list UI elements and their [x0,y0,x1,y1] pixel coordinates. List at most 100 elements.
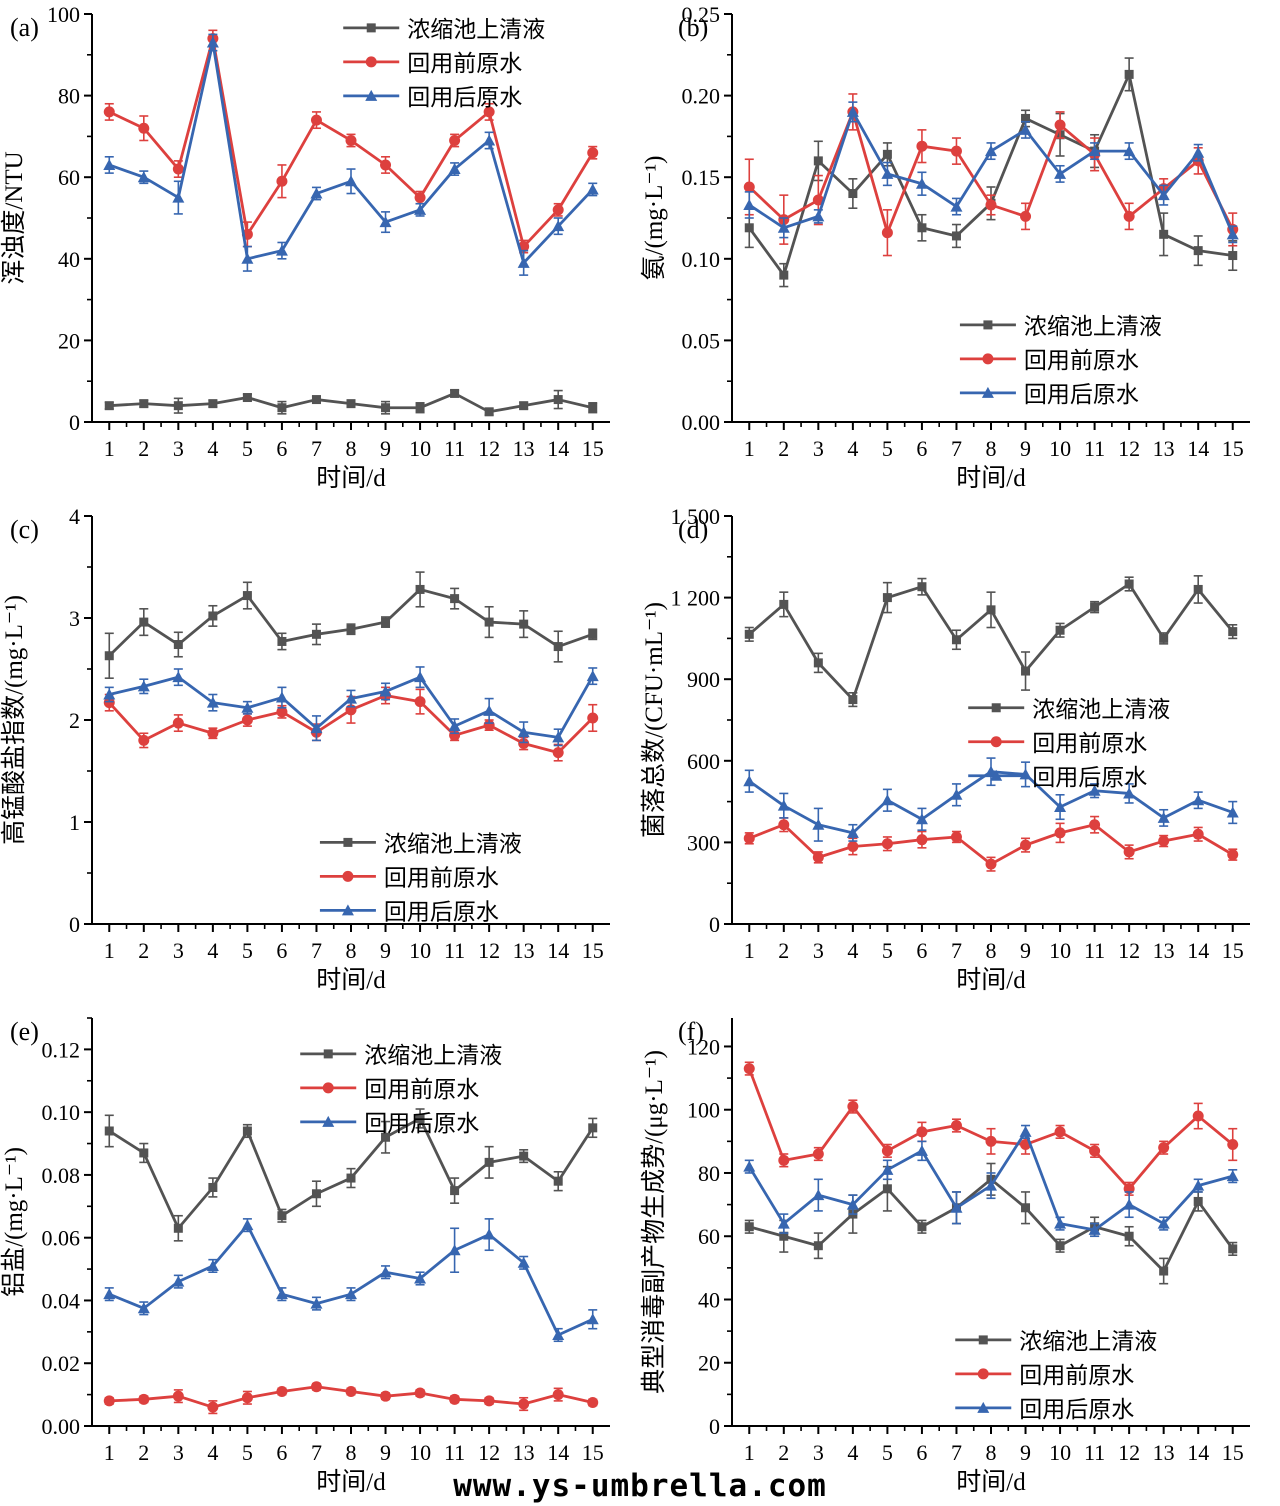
x-tick-label: 9 [380,938,391,963]
legend-label: 回用前原水 [1024,348,1139,373]
legend-label: 回用后原水 [1019,1397,1134,1422]
y-tick-label: 40 [58,247,80,272]
triangle-marker [379,216,392,228]
circle-marker [1158,835,1170,847]
square-marker [1193,246,1203,256]
series-before-reuse [743,1061,1239,1196]
x-tick-label: 7 [951,1440,962,1465]
triangle-marker [483,704,496,716]
x-tick-label: 11 [1084,436,1105,461]
x-tick-label: 10 [1049,1440,1071,1465]
triangle-marker [1088,145,1101,157]
square-marker [415,1113,425,1123]
x-tick-label: 14 [547,436,569,461]
y-tick-label: 3 [69,606,80,631]
circle-marker [172,163,184,175]
x-tick-label: 12 [1118,1440,1140,1465]
panel-label: (f) [678,1017,704,1046]
series-after-reuse [743,101,1239,244]
axes [91,1018,610,1427]
circle-marker [483,106,495,118]
square-marker [882,1184,892,1194]
circle-marker [1089,819,1101,831]
square-marker [242,1126,252,1136]
square-marker [1055,1241,1065,1251]
triangle-marker [103,1288,116,1300]
circle-marker [345,1385,357,1397]
square-marker [277,636,287,646]
triangle-marker [586,183,599,195]
triangle-marker [414,203,427,215]
x-tick-label: 12 [1118,436,1140,461]
triangle-marker [414,671,427,683]
triangle-marker [1192,1179,1205,1191]
circle-marker [1054,119,1066,131]
square-marker [104,651,114,661]
triangle-marker [1019,123,1032,135]
x-tick-label: 10 [409,938,431,963]
triangle-marker [206,696,219,708]
triangle-marker [552,1328,565,1340]
square-marker [519,619,529,629]
chart-e-aluminum: 0.000.020.040.060.080.100.121 2 3 4 5 6 7 8 9 10 1… [0,1004,640,1506]
watermark: www.ys-umbrella.com [453,1468,827,1504]
panel-label: (c) [10,515,39,544]
x-tick-label: 6 [276,1440,287,1465]
x-tick-label: 11 [444,938,465,963]
x-tick-label: 2 [138,938,149,963]
x-tick-label: 10 [409,1440,431,1465]
x-tick-label: 2 [778,1440,789,1465]
circle-marker [743,181,755,193]
y-tick-label: 80 [698,1161,720,1186]
y-axis-title: 高锰酸盐指数/(mg·L⁻¹) [0,595,28,845]
series-after-reuse [743,1124,1239,1238]
square-marker [553,395,563,405]
x-tick-label: 3 [173,1440,184,1465]
circle-marker [778,819,790,831]
x-tick-label: 4 [847,436,858,461]
triangle-marker [915,813,928,825]
legend-label: 浓缩池上清液 [1032,697,1170,722]
y-tick-label: 80 [58,84,80,109]
triangle-marker [977,1401,990,1413]
square-marker [415,584,425,594]
panel-label: (a) [10,13,39,42]
circle-marker [985,1135,997,1147]
square-marker [173,640,183,650]
y-tick-label: 0.06 [42,1226,81,1251]
circle-marker [552,1389,564,1401]
circle-marker [138,1393,150,1405]
triangle-marker [990,769,1003,781]
square-marker [813,156,823,166]
circle-marker [1192,1110,1204,1122]
x-tick-label: 12 [478,1440,500,1465]
series-after-reuse [103,1218,599,1343]
triangle-marker [881,167,894,179]
y-tick-label: 60 [698,1224,720,1249]
circle-marker [138,734,150,746]
x-axis-title: 时间/d [316,966,386,994]
circle-marker [276,706,288,718]
x-tick-label: 15 [1222,436,1244,461]
circle-marker [345,134,357,146]
triangle-marker [137,1302,150,1314]
y-tick-label: 20 [58,328,80,353]
square-marker [1228,1244,1238,1254]
triangle-marker [1123,1198,1136,1210]
circle-marker [1054,827,1066,839]
circle-marker [743,832,755,844]
y-tick-label: 0.10 [42,1100,81,1125]
x-tick-label: 8 [346,1440,357,1465]
triangle-marker [985,145,997,157]
y-tick-label: 0.15 [682,165,721,190]
y-tick-label: 0.12 [42,1037,81,1062]
series-supernatant [104,388,598,417]
square-marker [588,1123,598,1133]
chart-b-ammonia: 0.000.050.100.150.200.251 2 3 4 5 6 7 8 9 10 11 12 1… [640,0,1280,502]
triangle-marker [483,134,496,146]
